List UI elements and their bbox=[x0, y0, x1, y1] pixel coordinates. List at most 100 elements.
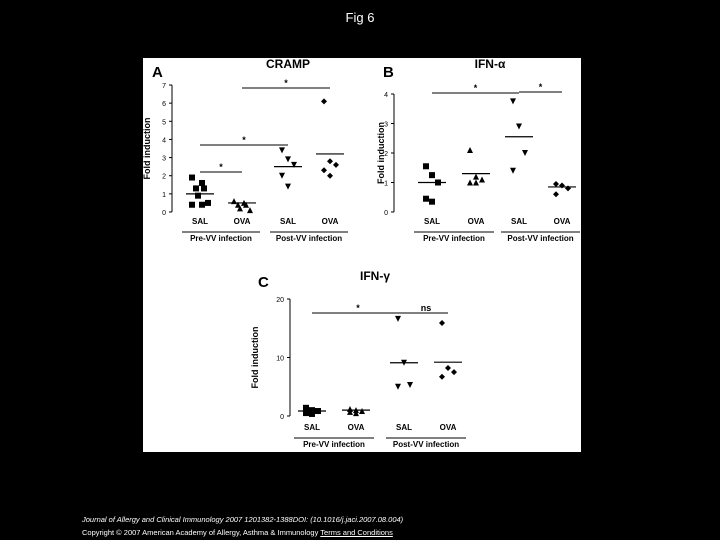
point bbox=[309, 410, 315, 417]
point bbox=[205, 199, 211, 206]
citation: Journal of Allergy and Clinical Immunolo… bbox=[82, 515, 404, 524]
point bbox=[199, 201, 205, 208]
point bbox=[285, 156, 291, 163]
point bbox=[327, 172, 333, 179]
group-label: Pre-VV infection bbox=[190, 234, 252, 243]
point bbox=[423, 195, 429, 202]
point bbox=[510, 167, 516, 174]
chart-title: CRAMP bbox=[266, 58, 310, 71]
point bbox=[201, 185, 207, 192]
x-tick-label: SAL bbox=[511, 217, 527, 226]
point bbox=[309, 407, 315, 414]
point bbox=[279, 147, 285, 154]
point bbox=[473, 173, 479, 180]
y-tick-label: 4 bbox=[384, 92, 388, 99]
significance-label: * bbox=[474, 83, 478, 93]
x-tick-label: SAL bbox=[192, 217, 208, 226]
point bbox=[195, 192, 201, 199]
y-tick-label: 20 bbox=[276, 297, 284, 304]
y-tick-label: 0 bbox=[384, 210, 388, 217]
point bbox=[327, 158, 333, 165]
y-tick-label: 6 bbox=[162, 101, 166, 108]
y-tick-label: 5 bbox=[162, 119, 166, 126]
point bbox=[473, 179, 479, 186]
point bbox=[303, 404, 309, 411]
group-label: Pre-VV infection bbox=[303, 440, 365, 449]
point bbox=[553, 191, 559, 198]
significance-label: ns bbox=[421, 303, 432, 313]
point bbox=[247, 207, 253, 214]
point bbox=[189, 174, 195, 181]
x-tick-label: SAL bbox=[280, 217, 296, 226]
significance-label: * bbox=[539, 82, 543, 92]
point bbox=[423, 163, 429, 170]
point bbox=[407, 381, 413, 388]
y-tick-label: 7 bbox=[162, 83, 166, 90]
point bbox=[193, 185, 199, 192]
point bbox=[291, 161, 297, 168]
y-tick-label: 1 bbox=[162, 192, 166, 199]
y-tick-label: 4 bbox=[162, 137, 166, 144]
point bbox=[189, 201, 195, 208]
point bbox=[321, 167, 327, 174]
point bbox=[235, 201, 241, 208]
y-axis-label: Fold induction bbox=[250, 327, 260, 389]
x-tick-label: OVA bbox=[234, 217, 251, 226]
point bbox=[479, 176, 485, 183]
point bbox=[439, 319, 445, 326]
x-tick-label: SAL bbox=[424, 217, 440, 226]
panel-letter: C bbox=[258, 274, 269, 291]
panel-letter: A bbox=[152, 64, 163, 81]
point bbox=[429, 198, 435, 205]
group-label: Post-VV infection bbox=[507, 234, 573, 243]
y-tick-label: 0 bbox=[280, 414, 284, 421]
group-label: Post-VV infection bbox=[276, 234, 342, 243]
x-tick-label: SAL bbox=[304, 423, 320, 432]
x-tick-label: OVA bbox=[348, 423, 365, 432]
point bbox=[303, 410, 309, 417]
y-tick-label: 3 bbox=[384, 122, 388, 129]
footer: Journal of Allergy and Clinical Immunolo… bbox=[82, 513, 403, 539]
point bbox=[395, 315, 401, 322]
point bbox=[333, 161, 339, 168]
significance-label: * bbox=[284, 78, 288, 88]
point bbox=[243, 201, 249, 208]
point bbox=[516, 123, 522, 130]
point bbox=[445, 365, 451, 372]
significance-label: * bbox=[356, 303, 360, 313]
point bbox=[321, 98, 327, 105]
terms-link[interactable]: Terms and Conditions bbox=[320, 528, 393, 537]
point bbox=[510, 98, 516, 105]
figure: A CRAMP Fold induction 0 1 2 3 4 5 6 7 SAL OVA SAL OVA… bbox=[143, 58, 581, 452]
figure-background bbox=[143, 58, 581, 452]
point bbox=[467, 147, 473, 154]
panel-letter: B bbox=[383, 64, 394, 81]
chart-title: IFN-γ bbox=[360, 269, 390, 283]
y-tick-label: 0 bbox=[162, 210, 166, 217]
point bbox=[199, 179, 205, 186]
point bbox=[522, 150, 528, 156]
y-tick-label: 2 bbox=[384, 151, 388, 158]
slide-title: Fig 6 bbox=[345, 10, 375, 25]
group-label: Post-VV infection bbox=[393, 440, 459, 449]
point bbox=[237, 205, 243, 212]
y-tick-label: 3 bbox=[162, 156, 166, 163]
y-tick-label: 1 bbox=[384, 181, 388, 188]
point bbox=[429, 172, 435, 179]
x-tick-label: OVA bbox=[440, 423, 457, 432]
y-tick-label: 2 bbox=[162, 174, 166, 181]
x-tick-label: SAL bbox=[396, 423, 412, 432]
significance-label: * bbox=[242, 135, 246, 145]
x-tick-label: OVA bbox=[322, 217, 339, 226]
significance-label: * bbox=[219, 162, 223, 172]
point bbox=[279, 172, 285, 179]
x-tick-label: OVA bbox=[554, 217, 571, 226]
point bbox=[353, 410, 359, 417]
y-axis-label: Fold induction bbox=[143, 118, 152, 180]
y-axis-label: Fold induction bbox=[376, 122, 386, 184]
point bbox=[451, 369, 457, 376]
point bbox=[347, 408, 353, 415]
x-tick-label: OVA bbox=[468, 217, 485, 226]
group-label: Pre-VV infection bbox=[423, 234, 485, 243]
